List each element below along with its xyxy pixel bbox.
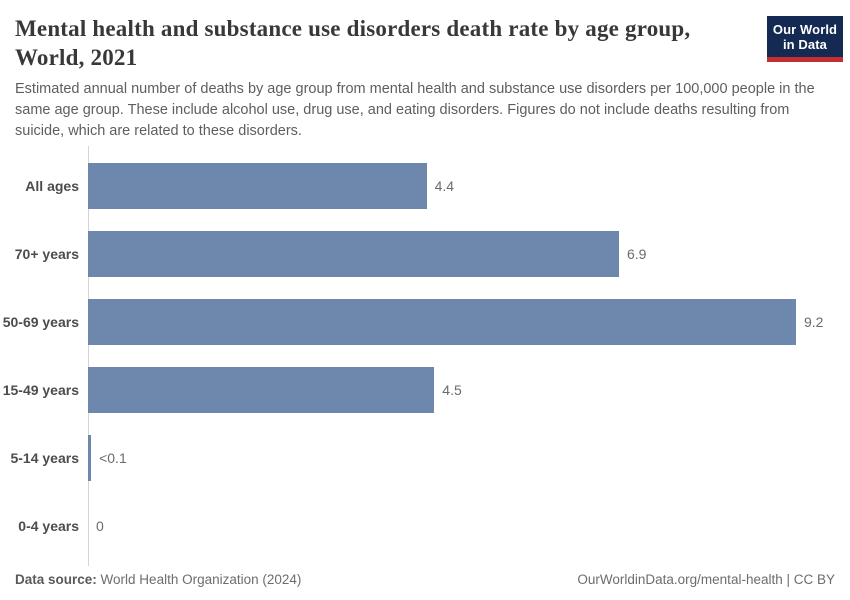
chart-row: 0-4 years 0 [0, 492, 850, 560]
bar-chart: All ages 4.4 70+ years 6.9 50-69 years 9… [0, 146, 850, 566]
value-label: 9.2 [804, 314, 824, 330]
chart-row: All ages 4.4 [0, 152, 850, 220]
credit-line: OurWorldinData.org/mental-health | CC BY [577, 572, 835, 587]
bar-track: <0.1 [88, 435, 850, 481]
bar[interactable] [88, 299, 796, 345]
category-label: 15-49 years [2, 382, 79, 398]
bar-track: 0 [88, 503, 850, 549]
page-title: Mental health and substance use disorder… [15, 14, 765, 72]
logo-text-line2: in Data [782, 37, 828, 52]
category-label: 5-14 years [10, 450, 79, 466]
chart-row: 70+ years 6.9 [0, 220, 850, 288]
category-label: 50-69 years [2, 314, 79, 330]
chart-footer: Data source: World Health Organization (… [15, 572, 835, 587]
data-source-text: World Health Organization (2024) [100, 572, 302, 587]
bar[interactable] [88, 367, 435, 413]
chart-rows: All ages 4.4 70+ years 6.9 50-69 years 9… [0, 152, 850, 560]
chart-row: 15-49 years 4.5 [0, 356, 850, 424]
category-label: 70+ years [14, 246, 79, 262]
value-label: 4.4 [434, 178, 455, 194]
value-label: 0 [96, 518, 104, 534]
title-line-2: World, 2021 [15, 45, 138, 70]
bar-track: 4.4 [88, 163, 850, 209]
bar[interactable] [88, 435, 92, 481]
chart-subtitle: Estimated annual number of deaths by age… [15, 81, 815, 139]
value-label: 4.5 [442, 382, 462, 398]
value-label: 6.9 [627, 246, 647, 262]
y-axis-line [88, 146, 89, 566]
chart-header: Mental health and substance use disorder… [0, 0, 850, 142]
category-label: 0-4 years [18, 518, 79, 534]
logo-text-line1: Our World [772, 22, 838, 37]
value-label: <0.1 [99, 450, 127, 466]
bar[interactable] [88, 163, 427, 209]
data-source-label: Data source: [15, 572, 97, 587]
chart-row: 5-14 years <0.1 [0, 424, 850, 492]
bar[interactable] [88, 231, 619, 277]
chart-row: 50-69 years 9.2 [0, 288, 850, 356]
bar-track: 6.9 [88, 231, 850, 277]
bar-track: 9.2 [88, 299, 850, 345]
data-source: Data source: World Health Organization (… [15, 572, 301, 587]
owid-logo: Our World in Data [767, 16, 843, 62]
title-line-1: Mental health and substance use disorder… [15, 16, 691, 41]
category-label: All ages [25, 178, 79, 194]
bar-track: 4.5 [88, 367, 850, 413]
